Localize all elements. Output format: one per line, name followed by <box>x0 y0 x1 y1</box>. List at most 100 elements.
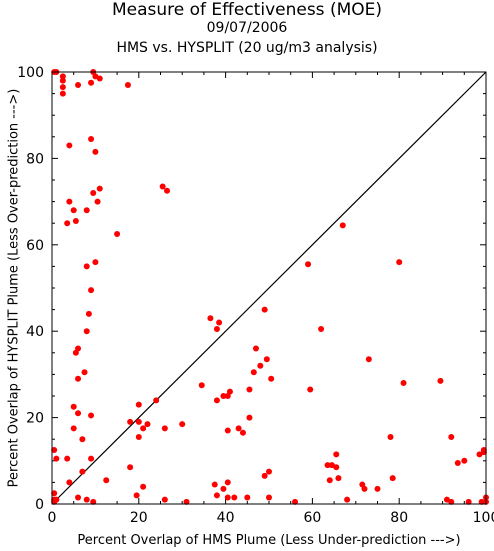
data-point <box>261 472 268 479</box>
data-point <box>231 494 238 501</box>
data-point <box>250 369 257 376</box>
data-point <box>159 183 166 190</box>
data-point <box>396 259 403 266</box>
data-point <box>207 315 214 322</box>
data-point <box>344 496 351 503</box>
data-point <box>465 498 472 505</box>
data-point <box>252 345 259 352</box>
reference-line-1-to-1 <box>51 71 487 505</box>
x-axis-label: Percent Overlap of HMS Plume (Less Under… <box>77 533 460 548</box>
data-point <box>70 207 77 214</box>
tick-labels: 0 20 40 60 80 100 0 20 40 60 80 100 <box>17 65 494 526</box>
data-point <box>239 429 246 436</box>
x-tick-label: 40 <box>217 510 235 526</box>
data-point <box>92 148 99 155</box>
data-point <box>83 263 90 270</box>
data-point <box>75 375 82 382</box>
data-point <box>92 259 99 266</box>
data-point <box>127 464 134 471</box>
data-point <box>83 207 90 214</box>
data-point <box>365 356 372 363</box>
data-point <box>79 468 86 475</box>
data-point <box>51 498 58 505</box>
data-point <box>133 492 140 499</box>
data-point <box>244 494 251 501</box>
data-point <box>318 326 325 333</box>
data-point <box>153 397 160 404</box>
data-point <box>135 434 142 441</box>
data-point <box>88 455 95 462</box>
data-point <box>140 483 147 490</box>
data-point <box>220 393 227 399</box>
data-point <box>235 425 242 432</box>
y-tick-label: 100 <box>17 65 44 81</box>
data-point <box>96 185 103 192</box>
data-point <box>335 475 342 482</box>
data-point <box>216 319 223 326</box>
y-tick-label: 20 <box>26 411 44 427</box>
data-point <box>361 485 368 492</box>
data-point <box>448 498 455 505</box>
data-point <box>144 421 151 428</box>
data-point <box>90 498 97 505</box>
data-point <box>59 90 66 97</box>
data-point <box>213 326 220 333</box>
y-axis-label: Percent Overlap of HYSPLIT Plume (Less O… <box>7 89 22 488</box>
data-point <box>461 457 468 464</box>
data-point <box>90 189 97 196</box>
data-point <box>135 401 142 408</box>
data-point <box>88 412 95 419</box>
data-point <box>213 492 220 499</box>
data-point <box>53 455 60 462</box>
data-point <box>478 498 485 505</box>
chart-subtitle: HMS vs. HYSPLIT (20 ug/m3 analysis) <box>116 40 378 56</box>
data-point <box>257 362 264 369</box>
data-point <box>75 410 82 417</box>
data-point <box>211 481 218 488</box>
data-point <box>266 468 272 475</box>
data-point <box>66 142 73 149</box>
chart-title: Measure of Effectiveness (MOE) <box>111 0 383 20</box>
data-point <box>70 425 77 432</box>
y-tick-label: 80 <box>26 151 44 167</box>
data-point <box>224 393 231 399</box>
x-tick-label: 60 <box>303 510 321 526</box>
data-point <box>75 81 82 88</box>
x-tick-label: 0 <box>48 510 57 526</box>
data-point <box>198 382 205 389</box>
data-point <box>127 418 134 425</box>
data-point <box>59 77 66 84</box>
data-point <box>70 403 77 410</box>
data-point <box>387 434 394 441</box>
data-point <box>224 479 231 486</box>
y-tick-label: 40 <box>26 324 44 340</box>
data-point <box>326 477 333 484</box>
data-point <box>66 479 73 486</box>
data-point <box>307 386 314 393</box>
data-point <box>333 464 340 471</box>
data-point <box>88 79 95 86</box>
chart-date: 09/07/2006 <box>206 20 288 36</box>
data-point <box>72 218 79 225</box>
data-point <box>268 375 275 382</box>
data-point <box>88 287 95 294</box>
data-point <box>59 73 66 80</box>
data-point <box>266 494 272 501</box>
data-point <box>81 369 88 376</box>
data-point <box>261 306 268 313</box>
data-point <box>437 377 444 384</box>
data-point <box>224 494 231 501</box>
x-tick-label: 100 <box>473 510 494 526</box>
data-point <box>246 414 253 421</box>
data-point <box>85 310 92 317</box>
data-point <box>124 81 131 88</box>
data-point <box>64 220 71 227</box>
data-point <box>164 187 171 194</box>
data-point <box>324 462 331 469</box>
data-point <box>161 496 168 503</box>
data-point <box>339 222 346 229</box>
data-point <box>135 418 142 425</box>
data-point <box>72 349 79 356</box>
data-point <box>114 231 121 237</box>
data-point <box>183 498 190 505</box>
